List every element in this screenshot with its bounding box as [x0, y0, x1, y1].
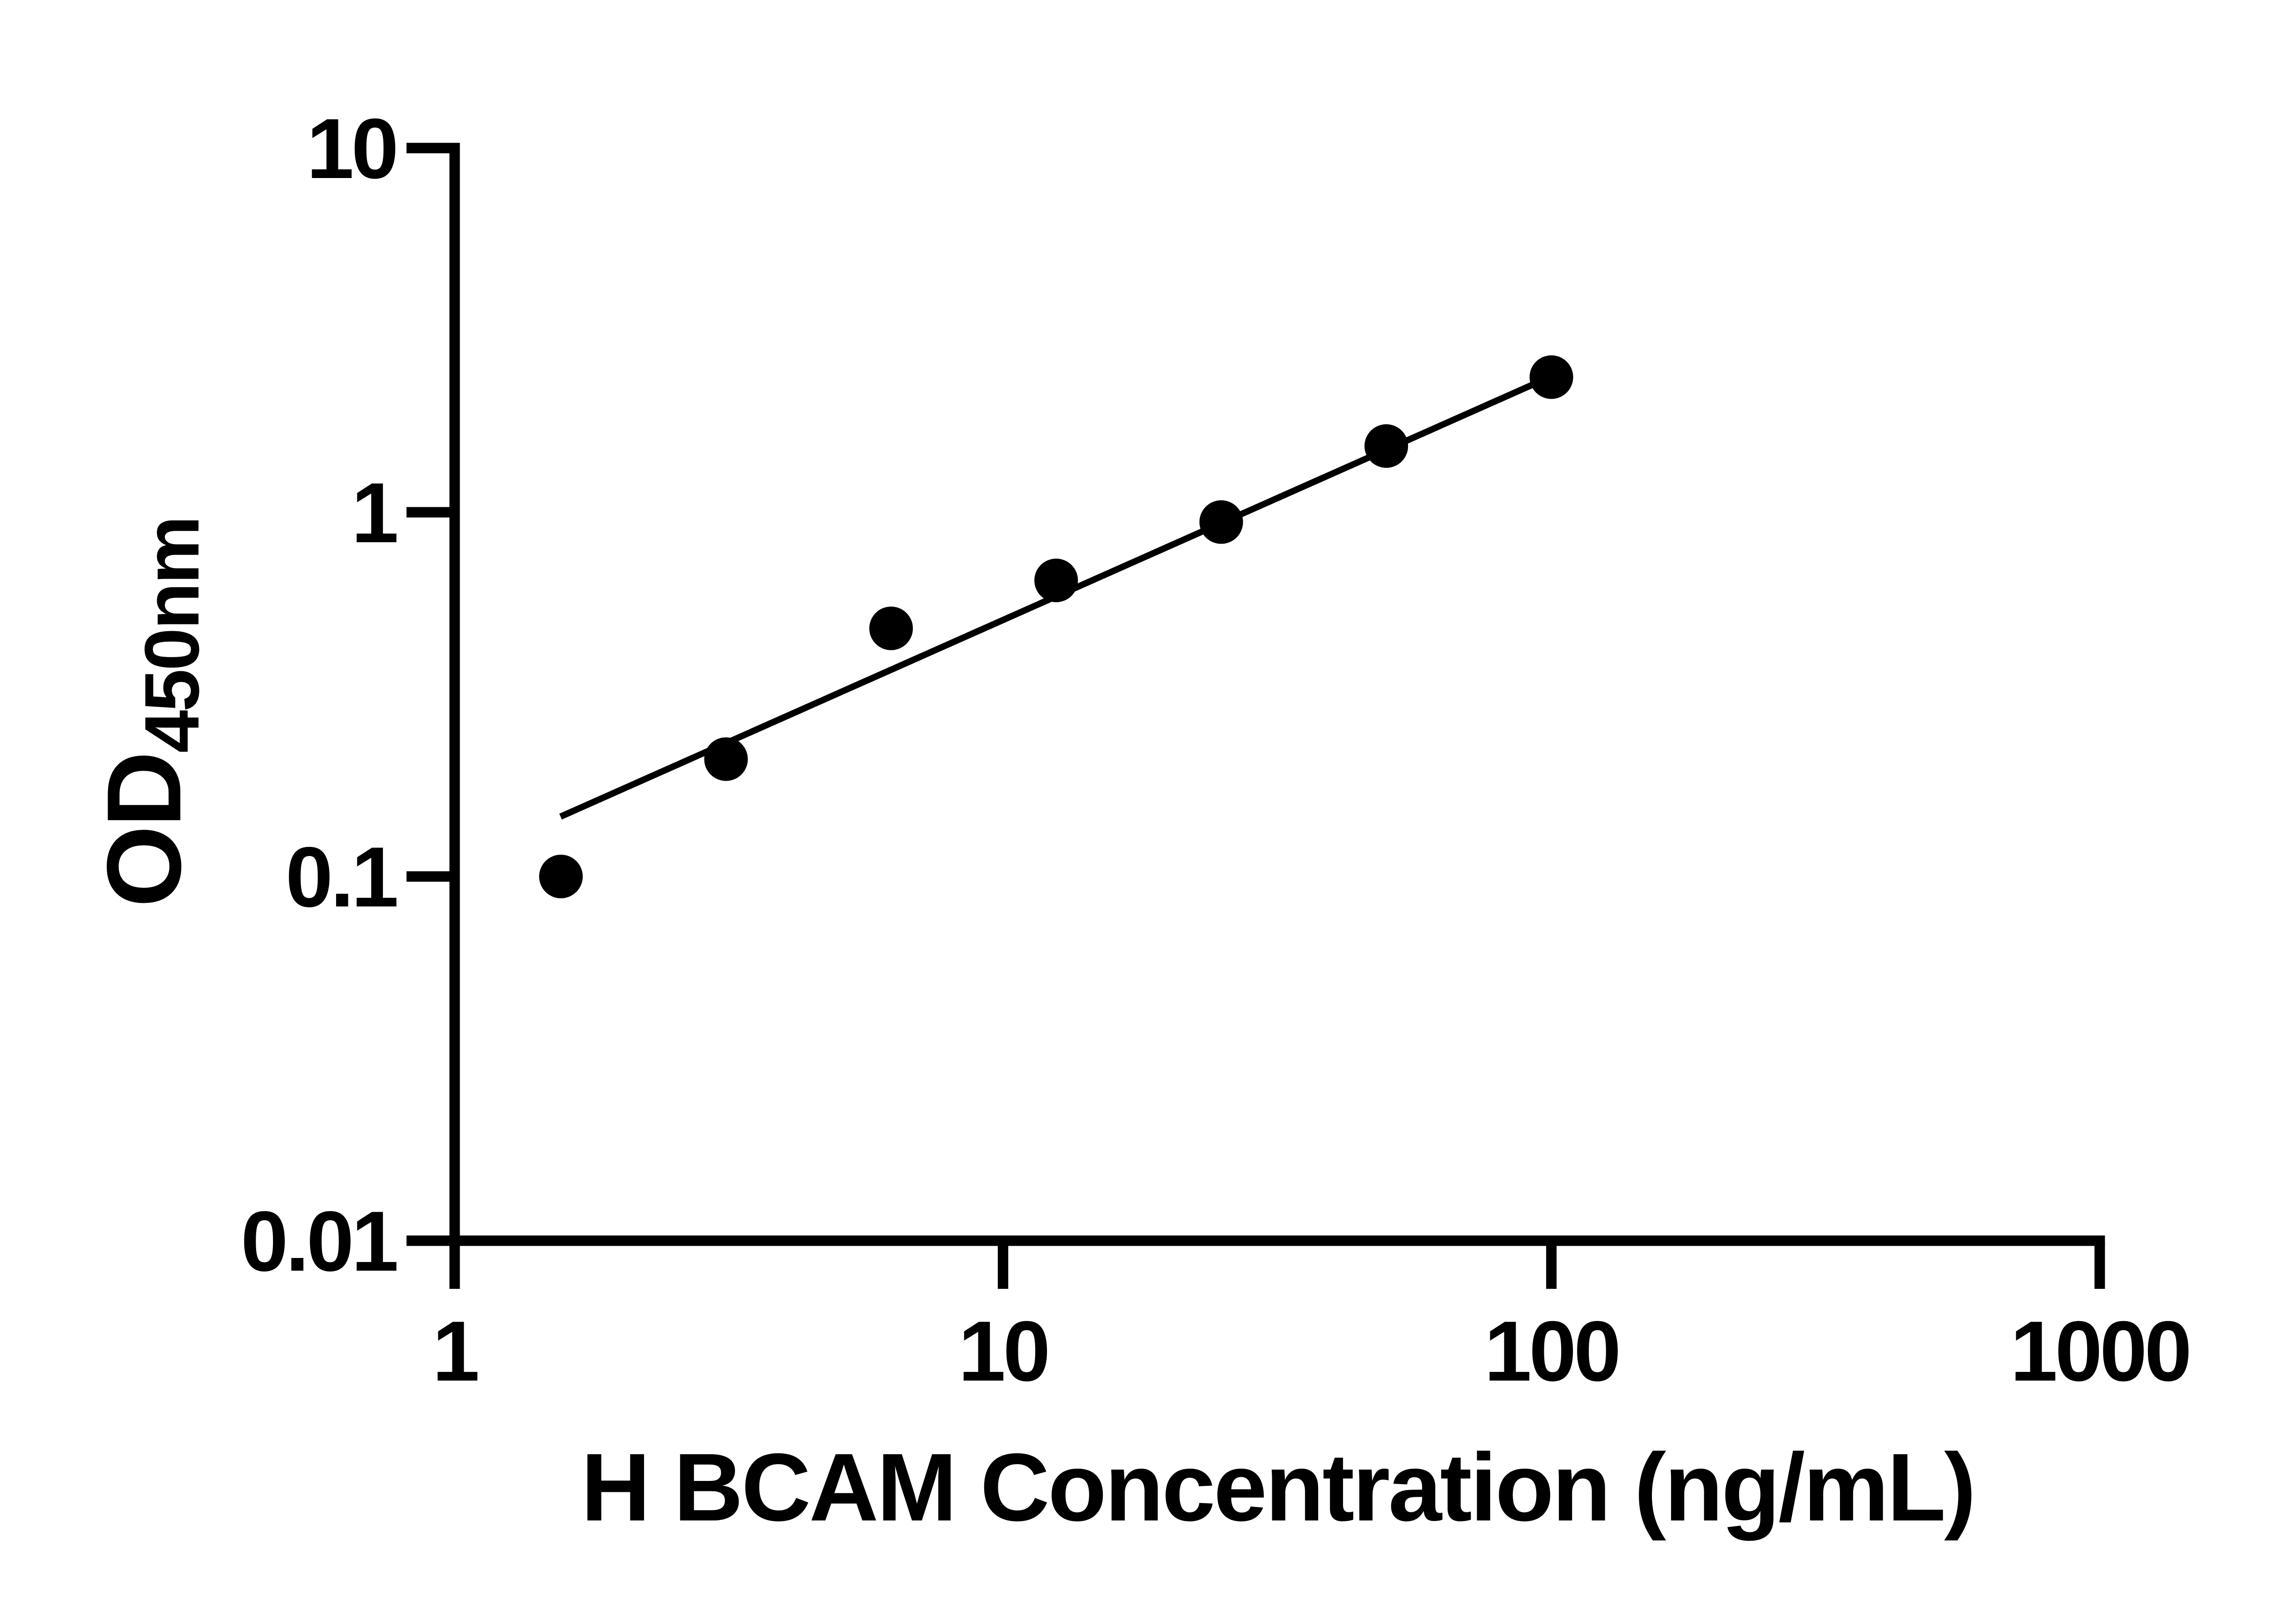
- y-axis-title: OD450nm: [85, 517, 215, 907]
- data-point: [1364, 424, 1408, 468]
- y-tick-label: 0.01: [241, 1193, 397, 1289]
- x-tick-label: 1000: [2010, 1303, 2189, 1399]
- y-tick-label: 1: [351, 465, 397, 560]
- y-axis-title-subscript: 450nm: [129, 517, 215, 753]
- x-tick-label: 100: [1484, 1303, 1619, 1399]
- data-points: [539, 355, 1573, 898]
- data-point: [1199, 500, 1243, 544]
- data-point: [1034, 559, 1078, 603]
- x-tick-label: 10: [958, 1303, 1048, 1399]
- data-point: [869, 606, 913, 650]
- y-axis-tick-labels: 10 1 0.1 0.01: [241, 101, 399, 1289]
- y-tick-label: 10: [307, 101, 396, 196]
- x-axis-ticks: [449, 1241, 2105, 1289]
- y-axis-title-main: OD: [85, 753, 203, 907]
- y-tick-label: 0.1: [286, 829, 397, 925]
- data-point: [539, 855, 583, 898]
- x-axis-tick-labels: 1 10 100 1000: [432, 1303, 2192, 1399]
- y-axis-ticks: [407, 143, 455, 1246]
- data-point: [704, 737, 748, 781]
- data-point: [1529, 355, 1573, 399]
- x-axis-title: H BCAM Concentration (ng/mL): [581, 1433, 1974, 1541]
- x-tick-label: 1: [432, 1303, 478, 1399]
